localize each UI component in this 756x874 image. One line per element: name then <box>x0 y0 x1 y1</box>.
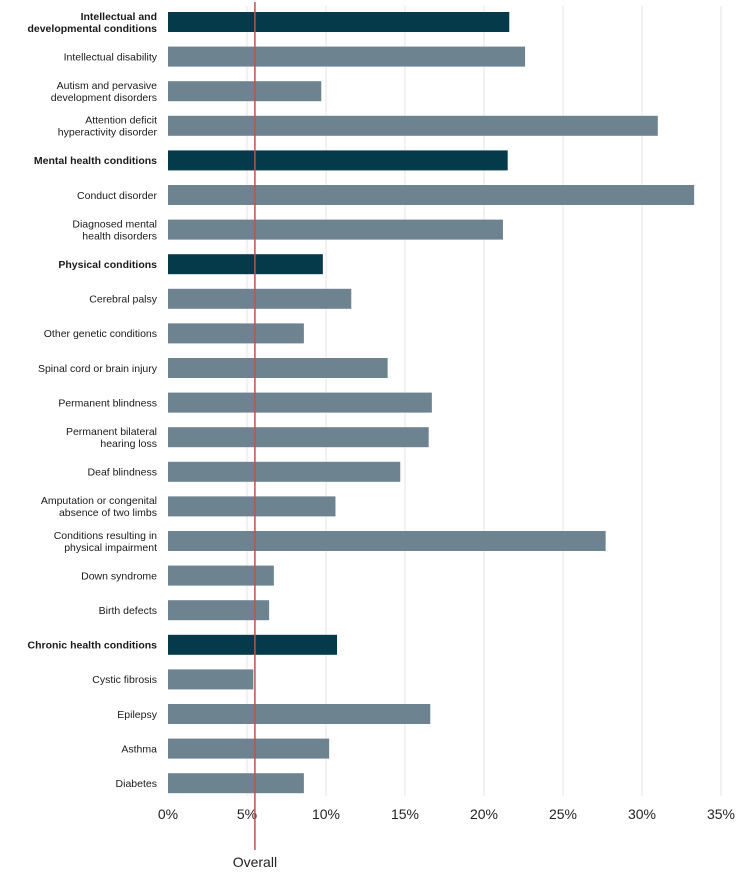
x-tick-label: 0% <box>158 806 178 822</box>
condition-bar <box>168 358 388 378</box>
x-tick-label: 5% <box>237 806 257 822</box>
condition-bar <box>168 704 431 724</box>
x-tick-label: 25% <box>549 806 577 822</box>
group-label: Mental health conditions <box>34 155 157 167</box>
category-label: Permanent bilateral <box>66 426 157 438</box>
category-label: absence of two limbs <box>59 507 157 519</box>
condition-bar <box>168 738 330 759</box>
condition-bar <box>168 773 304 794</box>
condition-bar <box>168 496 336 517</box>
category-label: hyperactivity disorder <box>58 127 158 139</box>
condition-bar <box>168 669 254 690</box>
category-label: Spinal cord or brain injury <box>38 363 158 375</box>
condition-bar <box>168 461 401 482</box>
group-label: Physical conditions <box>58 259 157 271</box>
group-bar <box>168 634 338 655</box>
condition-bar <box>168 427 429 448</box>
group-bar <box>168 12 510 32</box>
overall-reference-label: Overall <box>233 854 277 870</box>
condition-bar <box>168 323 304 344</box>
x-tick-label: 20% <box>470 806 498 822</box>
group-bar <box>168 254 323 275</box>
category-label: Conduct disorder <box>77 190 157 202</box>
category-label: development disorders <box>51 92 157 104</box>
condition-bar <box>168 185 695 205</box>
category-label: Conditions resulting in <box>54 530 157 542</box>
x-tick-label: 10% <box>312 806 340 822</box>
category-label: Deaf blindness <box>88 467 157 479</box>
category-label: physical impairment <box>64 542 157 554</box>
category-label: hearing loss <box>100 438 157 450</box>
condition-bar <box>168 115 658 136</box>
condition-bar <box>168 531 606 551</box>
category-label: Permanent blindness <box>58 397 157 409</box>
condition-bar <box>168 565 274 586</box>
bars <box>168 12 695 794</box>
overall-reference: Overall <box>233 2 277 870</box>
condition-bar <box>168 288 352 309</box>
condition-bar <box>168 219 503 240</box>
x-tick-label: 35% <box>707 806 735 822</box>
category-label: Cystic fibrosis <box>92 674 157 686</box>
x-tick-label: 30% <box>628 806 656 822</box>
category-label: Attention deficit <box>85 115 157 127</box>
group-bar <box>168 150 508 171</box>
x-tick-label: 15% <box>391 806 419 822</box>
category-label: Intellectual disability <box>64 51 158 63</box>
category-label: Epilepsy <box>117 709 157 721</box>
category-label: Down syndrome <box>81 570 157 582</box>
condition-bar <box>168 46 526 67</box>
category-label: Diagnosed mental <box>72 218 157 230</box>
category-label: Cerebral palsy <box>89 294 157 306</box>
group-label: Chronic health conditions <box>27 640 157 652</box>
condition-bar <box>168 81 322 102</box>
category-label: Autism and pervasive <box>57 80 158 92</box>
category-label: Diabetes <box>116 778 157 790</box>
group-label: developmental conditions <box>27 23 157 35</box>
category-label: Asthma <box>121 743 157 755</box>
category-label: Birth defects <box>99 605 157 617</box>
category-label: Amputation or congenital <box>41 495 157 507</box>
condition-bar <box>168 392 432 413</box>
group-label: Intellectual and <box>81 11 157 23</box>
x-axis-ticks: 0% 5% 10% 15% 20% 25% 30% 35% <box>158 806 735 822</box>
condition-bar <box>168 600 270 621</box>
category-label: health disorders <box>82 230 157 242</box>
category-label: Other genetic conditions <box>44 328 157 340</box>
